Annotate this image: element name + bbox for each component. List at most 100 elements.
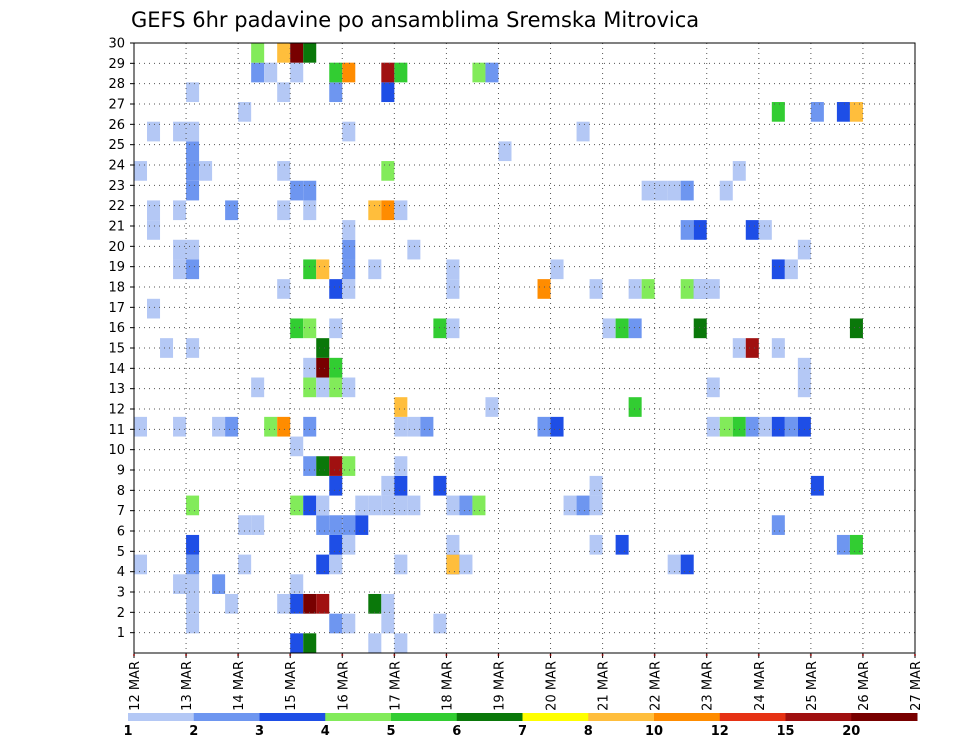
heatmap-cell bbox=[173, 416, 187, 437]
heatmap-cell bbox=[225, 593, 239, 614]
heatmap-cell bbox=[550, 259, 564, 280]
heatmap-cell bbox=[563, 495, 577, 516]
x-tick-label: 23 MAR bbox=[701, 661, 716, 711]
heatmap-cell bbox=[446, 259, 460, 280]
heatmap-cell bbox=[186, 554, 200, 575]
x-tick-label: 18 MAR bbox=[440, 661, 455, 711]
x-tick-label: 21 MAR bbox=[597, 661, 612, 711]
heatmap-cell bbox=[602, 318, 616, 339]
heatmap-cell bbox=[745, 338, 759, 358]
x-tick-label: 19 MAR bbox=[492, 661, 507, 711]
heatmap-cell bbox=[706, 279, 720, 299]
y-tick-label: 27 bbox=[108, 98, 125, 113]
heatmap-cell bbox=[680, 220, 694, 240]
heatmap-cell bbox=[498, 141, 512, 162]
heatmap-cell bbox=[342, 515, 356, 535]
heatmap-cell bbox=[641, 279, 655, 299]
heatmap-cell bbox=[381, 475, 395, 496]
y-tick-label: 28 bbox=[108, 77, 125, 92]
heatmap-cell bbox=[693, 220, 707, 240]
heatmap-cell bbox=[394, 554, 408, 575]
heatmap-cell bbox=[446, 534, 460, 555]
x-tick-label: 20 MAR bbox=[545, 661, 560, 711]
heatmap-cell bbox=[186, 574, 200, 594]
heatmap-cell bbox=[316, 338, 330, 358]
heatmap-cell bbox=[290, 43, 304, 63]
heatmap-cell bbox=[433, 318, 447, 339]
heatmap-cell bbox=[290, 180, 304, 201]
y-tick-label: 9 bbox=[117, 464, 125, 479]
heatmap-cell bbox=[381, 495, 395, 516]
heatmap-cell bbox=[186, 495, 200, 516]
heatmap-cell bbox=[186, 239, 200, 260]
heatmap-cell bbox=[316, 377, 330, 398]
heatmap-cell bbox=[589, 495, 603, 516]
heatmap-cell bbox=[589, 475, 603, 496]
y-tick-label: 25 bbox=[108, 138, 125, 153]
heatmap-cell bbox=[407, 495, 421, 516]
heatmap-cell bbox=[433, 613, 447, 634]
heatmap-cell bbox=[693, 279, 707, 299]
y-tick-label: 22 bbox=[108, 199, 125, 214]
heatmap-cell bbox=[186, 141, 200, 162]
y-tick-label: 20 bbox=[108, 240, 125, 255]
heatmap-cell bbox=[342, 279, 356, 299]
heatmap-cell bbox=[134, 554, 148, 575]
heatmap-cell bbox=[329, 318, 343, 339]
heatmap-cell bbox=[303, 318, 317, 339]
heatmap-cell bbox=[173, 259, 187, 280]
y-tick-label: 7 bbox=[117, 504, 125, 519]
heatmap-cell bbox=[290, 62, 304, 83]
heatmap-cell bbox=[290, 574, 304, 594]
heatmap-cell bbox=[277, 416, 291, 437]
heatmap-cell bbox=[381, 82, 395, 103]
heatmap-cell bbox=[329, 554, 343, 575]
heatmap-cell bbox=[771, 102, 785, 122]
heatmap-cell bbox=[394, 475, 408, 496]
heatmap-cell bbox=[134, 416, 148, 437]
colorbar: 1 2 3 4 5 6 7 8 10 12 15 20 bbox=[123, 713, 918, 739]
heatmap-cell bbox=[849, 534, 863, 555]
heatmap-cell bbox=[329, 279, 343, 299]
y-tick-label: 14 bbox=[108, 362, 125, 377]
y-tick-label: 16 bbox=[108, 321, 125, 336]
heatmap-cell bbox=[355, 495, 369, 516]
heatmap-cell bbox=[199, 161, 213, 181]
heatmap-cell bbox=[212, 574, 226, 594]
heatmap-cell bbox=[303, 259, 317, 280]
colorbar-swatch bbox=[588, 713, 655, 721]
heatmap-cell bbox=[576, 495, 590, 516]
heatmap-cell bbox=[797, 416, 811, 437]
chart-title: GEFS 6hr padavine po ansamblima Sremska … bbox=[131, 8, 699, 32]
heatmap-cell bbox=[316, 515, 330, 535]
heatmap-cell bbox=[615, 318, 629, 339]
heatmap-cell bbox=[316, 593, 330, 614]
heatmap-cell bbox=[303, 200, 317, 221]
y-tick-label: 24 bbox=[108, 159, 125, 174]
heatmap-cell bbox=[797, 377, 811, 398]
heatmap-cell bbox=[628, 397, 642, 417]
heatmap-cell bbox=[394, 200, 408, 221]
heatmap-cell bbox=[836, 102, 850, 122]
heatmap-cell bbox=[849, 102, 863, 122]
heatmap-cell bbox=[342, 377, 356, 398]
colorbar-label: 12 bbox=[711, 724, 729, 739]
heatmap-cell bbox=[836, 534, 850, 555]
x-tick-label: 12 MAR bbox=[128, 661, 143, 711]
heatmap-cell bbox=[238, 515, 252, 535]
heatmap-cell bbox=[758, 220, 772, 240]
y-tick-label: 19 bbox=[108, 260, 125, 275]
heatmap-cell bbox=[173, 121, 187, 142]
heatmap-cell bbox=[407, 239, 421, 260]
heatmap-cell bbox=[745, 416, 759, 437]
colorbar-label: 6 bbox=[452, 724, 461, 739]
heatmap-cell bbox=[277, 161, 291, 181]
heatmap-cell bbox=[316, 495, 330, 516]
heatmap-cell bbox=[784, 416, 798, 437]
heatmap-cell bbox=[251, 377, 265, 398]
heatmap-cell bbox=[290, 436, 304, 457]
y-tick-label: 3 bbox=[117, 586, 125, 601]
heatmap-cell bbox=[329, 456, 343, 476]
heatmap-cell bbox=[667, 554, 681, 575]
x-tick-label: 25 MAR bbox=[805, 661, 820, 711]
